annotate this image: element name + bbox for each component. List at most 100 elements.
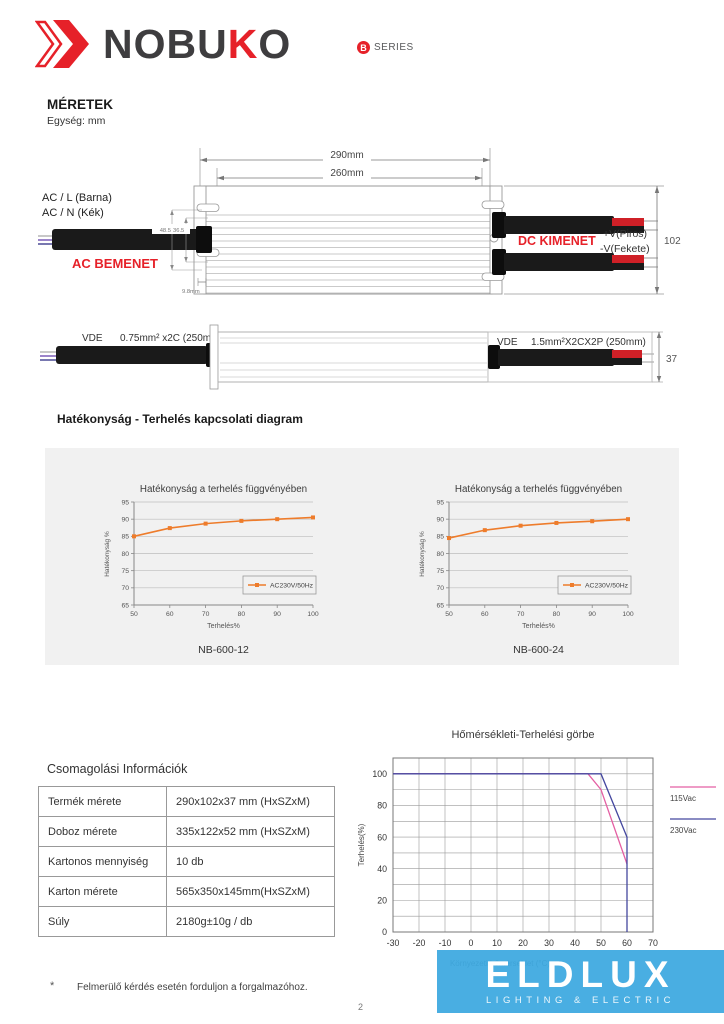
dim-48-5: 48.5 bbox=[160, 228, 171, 234]
svg-text:Terhelés%: Terhelés% bbox=[522, 623, 555, 630]
svg-text:Hatékonyság %: Hatékonyság % bbox=[104, 531, 111, 577]
svg-text:230Vac: 230Vac bbox=[670, 826, 697, 835]
dc-plus-label: +V(Piros) bbox=[603, 228, 647, 240]
side-view-drawing: VDE 0.75mm² x2C (250mm) VDE 1.5mm²X2CX2P… bbox=[40, 324, 678, 390]
svg-text:30: 30 bbox=[544, 938, 554, 948]
dc-output-cable-1 bbox=[492, 212, 658, 238]
dim-290mm: 290mm bbox=[330, 150, 363, 161]
dimensions-unit: Egység: mm bbox=[47, 115, 106, 127]
device-body bbox=[203, 185, 493, 295]
svg-text:70: 70 bbox=[648, 938, 658, 948]
packaging-row-label: Karton mérete bbox=[38, 876, 167, 907]
packaging-table-row: Karton mérete 565x350x145mm(HxSZxM) bbox=[38, 876, 335, 907]
svg-text:70: 70 bbox=[202, 611, 210, 618]
eldlux-logo-name: ELDLUX bbox=[485, 954, 676, 995]
svg-text:-30: -30 bbox=[387, 938, 400, 948]
svg-text:AC230V/50Hz: AC230V/50Hz bbox=[585, 583, 629, 590]
dim-260mm: 260mm bbox=[330, 168, 363, 179]
svg-text:Hatékonyság %: Hatékonyság % bbox=[419, 531, 426, 577]
left-vde-label: VDE bbox=[82, 333, 103, 344]
packaging-row-value: 10 db bbox=[166, 846, 335, 877]
packaging-row-value: 2180g±10g / db bbox=[166, 906, 335, 937]
svg-text:40: 40 bbox=[377, 864, 387, 874]
svg-text:20: 20 bbox=[377, 896, 387, 906]
packaging-table-row: Termék mérete 290x102x37 mm (HxSZxM) bbox=[38, 786, 335, 817]
svg-text:100: 100 bbox=[622, 611, 634, 618]
svg-text:85: 85 bbox=[436, 534, 444, 541]
packaging-row-value: 565x350x145mm(HxSZxM) bbox=[166, 876, 335, 907]
svg-text:70: 70 bbox=[436, 585, 444, 592]
svg-text:-10: -10 bbox=[439, 938, 452, 948]
side-mounting-bracket bbox=[209, 324, 219, 390]
svg-text:115Vac: 115Vac bbox=[670, 794, 696, 803]
svg-text:40: 40 bbox=[570, 938, 580, 948]
svg-text:80: 80 bbox=[121, 551, 129, 558]
svg-text:80: 80 bbox=[377, 801, 387, 811]
packaging-table-row: Doboz mérete 335x122x52 mm (HxSZxM) bbox=[38, 816, 335, 847]
svg-text:80: 80 bbox=[436, 551, 444, 558]
svg-text:Hatékonyság a terhelés függvén: Hatékonyság a terhelés függvényében bbox=[455, 484, 622, 495]
svg-text:Hatékonyság a terhelés függvén: Hatékonyság a terhelés függvényében bbox=[140, 484, 307, 495]
efficiency-chart-nb-600-12: Hatékonyság a terhelés függvényében 65 70 7… bbox=[104, 484, 319, 656]
ac-neutral-label: AC / N (Kék) bbox=[42, 207, 104, 219]
svg-text:Terhelés(%): Terhelés(%) bbox=[357, 823, 366, 866]
svg-text:65: 65 bbox=[436, 602, 444, 609]
dim-102: 102 bbox=[664, 236, 681, 247]
svg-text:60: 60 bbox=[481, 611, 489, 618]
ac-input-label: AC BEMENET bbox=[72, 256, 158, 271]
packaging-row-value: 335x122x52 mm (HxSZxM) bbox=[166, 816, 335, 847]
svg-text:0: 0 bbox=[382, 927, 387, 937]
svg-text:-20: -20 bbox=[413, 938, 426, 948]
brand-name-red-letter: K bbox=[227, 21, 259, 67]
svg-text:60: 60 bbox=[377, 832, 387, 842]
heatsink-fins bbox=[206, 214, 490, 294]
efficiency-chart-nb-600-24: Hatékonyság a terhelés függvényében 65 70 7… bbox=[419, 484, 634, 656]
brand-name-part2: O bbox=[258, 21, 292, 67]
side-dc-cable bbox=[488, 345, 654, 369]
dim-36-5: 36.5 bbox=[173, 228, 184, 234]
svg-text:50: 50 bbox=[445, 611, 453, 618]
eldlux-logo: ELDLUX LIGHTING & ELECTRIC bbox=[437, 950, 724, 1013]
eldlux-logo-tagline: LIGHTING & ELECTRIC bbox=[486, 995, 675, 1006]
dc-output-cable-2 bbox=[492, 249, 658, 275]
packaging-table-row: Kartonos mennyiség 10 db bbox=[38, 846, 335, 877]
packaging-table: Termék mérete 290x102x37 mm (HxSZxM) Doboz… bbox=[38, 786, 335, 937]
svg-text:50: 50 bbox=[130, 611, 138, 618]
efficiency-section-title: Hatékonyság - Terhelés kapcsolati diagra… bbox=[57, 412, 303, 426]
svg-text:100: 100 bbox=[307, 611, 319, 618]
svg-text:70: 70 bbox=[121, 585, 129, 592]
svg-text:60: 60 bbox=[622, 938, 632, 948]
brand-chevrons-icon bbox=[35, 20, 89, 68]
footnote-text: Felmerülő kérdés esetén forduljon a forg… bbox=[77, 982, 308, 993]
svg-text:NB-600-24: NB-600-24 bbox=[513, 644, 564, 656]
packaging-row-label: Súly bbox=[38, 906, 167, 937]
right-cable-spec: 1.5mm²X2CX2P (250mm) bbox=[531, 337, 646, 348]
packaging-row-label: Kartonos mennyiség bbox=[38, 846, 167, 877]
top-view-drawing: 290mm 260mm bbox=[38, 148, 681, 295]
side-body-lines bbox=[220, 337, 487, 378]
dc-output-label: DC KIMENET bbox=[518, 234, 596, 248]
side-device-body bbox=[217, 331, 489, 383]
dim-9-8mm: 9.8mm bbox=[182, 289, 200, 295]
dc-minus-label: -V(Fekete) bbox=[600, 243, 650, 255]
brand-logo: NOBUKO bbox=[35, 20, 291, 68]
series-label: SERIES bbox=[374, 42, 414, 53]
svg-text:Hőmérsékleti-Terhelési görbe: Hőmérsékleti-Terhelési görbe bbox=[451, 729, 594, 741]
svg-text:75: 75 bbox=[121, 568, 129, 575]
svg-text:65: 65 bbox=[121, 602, 129, 609]
packaging-title: Csomagolási Információk bbox=[47, 762, 188, 776]
svg-text:10: 10 bbox=[492, 938, 502, 948]
svg-text:90: 90 bbox=[588, 611, 596, 618]
footnote-mark: * bbox=[50, 980, 55, 992]
left-cable-spec: 0.75mm² x2C (250mm) bbox=[120, 333, 223, 344]
svg-text:95: 95 bbox=[436, 499, 444, 506]
svg-text:AC230V/50Hz: AC230V/50Hz bbox=[270, 583, 314, 590]
svg-text:80: 80 bbox=[238, 611, 246, 618]
temperature-derating-chart: Hőmérsékleti-Terhelési görbe020406080100… bbox=[357, 729, 716, 968]
svg-text:70: 70 bbox=[517, 611, 525, 618]
svg-text:90: 90 bbox=[436, 517, 444, 524]
svg-text:60: 60 bbox=[166, 611, 174, 618]
packaging-row-label: Doboz mérete bbox=[38, 816, 167, 847]
dim-37: 37 bbox=[666, 354, 678, 365]
